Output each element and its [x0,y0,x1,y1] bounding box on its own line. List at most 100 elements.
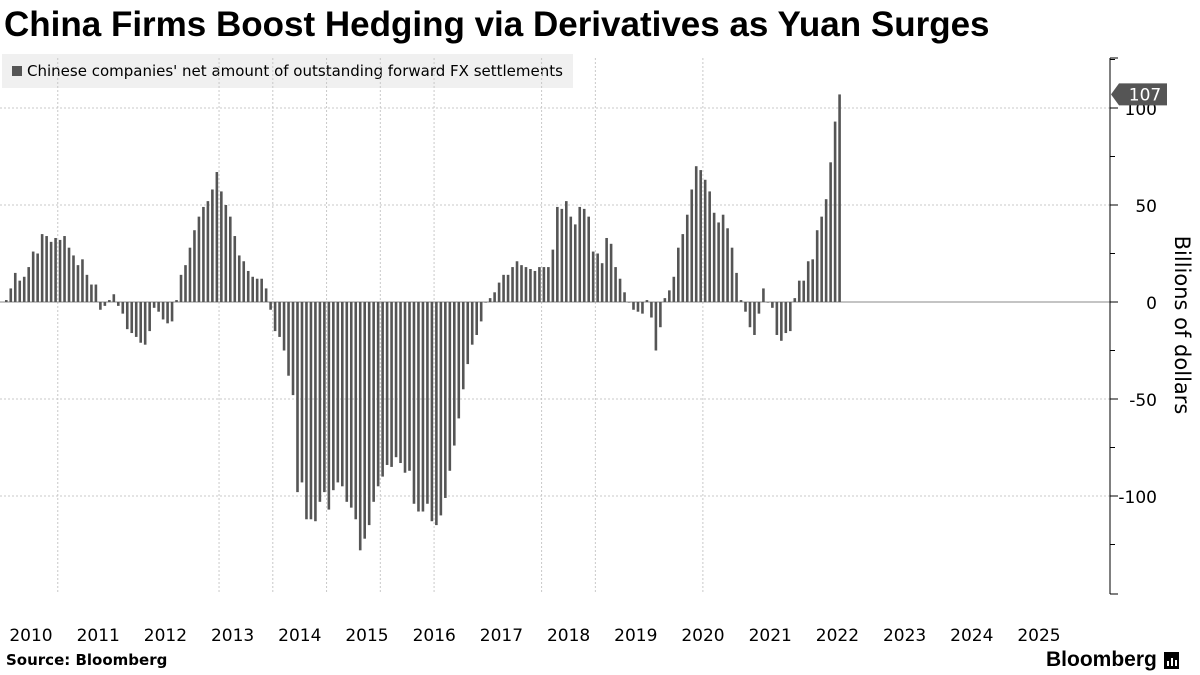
bar [166,302,169,324]
bar [175,300,178,302]
bar [668,290,671,302]
bar [488,298,492,302]
bar [721,214,725,302]
x-tick-label: 2019 [614,626,657,646]
bar [193,230,196,302]
bar [103,302,107,306]
bar [282,302,286,351]
bar [273,302,277,332]
bar [435,302,438,526]
bar [99,302,102,310]
bar [627,302,631,303]
bar [31,251,35,302]
x-tick-label: 2020 [681,626,724,646]
x-tick-label: 2011 [77,626,120,646]
bar [215,172,219,302]
bar [309,302,313,520]
bar [735,272,738,302]
bar [345,302,349,502]
bar [5,300,8,302]
bar [556,206,559,302]
bar [412,302,416,504]
bar [323,302,326,493]
bloomberg-terminal-icon [1163,651,1179,669]
bar-layer [5,94,841,551]
bar [824,199,828,302]
bar [529,269,532,302]
x-tick-label: 2024 [950,626,993,646]
bar [439,302,443,516]
bar [36,253,39,302]
bar [520,265,523,302]
bar [130,302,134,334]
bar [838,94,841,302]
bar [54,237,57,302]
bar [170,302,174,322]
bar [179,274,183,302]
bar [600,263,604,302]
bar [650,302,653,318]
bar [703,179,707,302]
bar [448,302,452,471]
bar [560,208,564,302]
brand-name: Bloomberg [1046,648,1157,671]
bar [421,302,425,512]
bar [457,302,461,419]
bar [121,302,125,314]
bar [211,189,214,302]
x-tick-label: 2022 [816,626,859,646]
bar [224,205,228,302]
bar [797,280,801,302]
bar [67,247,71,302]
bar [341,302,344,487]
bar [461,302,465,390]
bar [784,302,788,334]
x-tick-label: 2016 [413,626,456,646]
bar [475,302,478,335]
bar [125,302,129,330]
bar [81,259,84,302]
bar [296,302,299,493]
bar [134,302,138,337]
bar [408,302,411,471]
bar [690,189,694,302]
bar [506,274,510,302]
bar [694,166,698,302]
bar [762,288,765,302]
bar [511,267,514,302]
bar [811,259,814,302]
bar [453,302,456,446]
bar [349,302,353,508]
bar [354,302,358,520]
y-tick-label: 50 [1135,197,1157,217]
bar [744,302,747,312]
bar [547,267,550,302]
legend-label: Chinese companies' net amount of outstan… [27,62,563,80]
bar [582,208,586,302]
bar [493,292,496,302]
bar [269,302,272,310]
bar [390,302,393,467]
bar [202,206,205,302]
grid-layer [0,58,1110,594]
bar [233,236,237,302]
bar [246,270,250,302]
bar [775,302,779,335]
legend: Chinese companies' net amount of outstan… [2,54,573,88]
x-tick-label: 2018 [547,626,590,646]
bar [632,302,635,310]
y-tick-label: 0 [1146,294,1157,314]
bar [229,216,232,302]
bar [363,302,366,539]
bar [206,201,210,302]
bar [90,284,93,302]
bar [376,302,380,487]
bar [300,302,304,483]
bar [260,278,263,302]
bar [793,298,797,302]
bar [645,300,649,302]
bar [94,284,98,302]
bar [45,236,48,302]
